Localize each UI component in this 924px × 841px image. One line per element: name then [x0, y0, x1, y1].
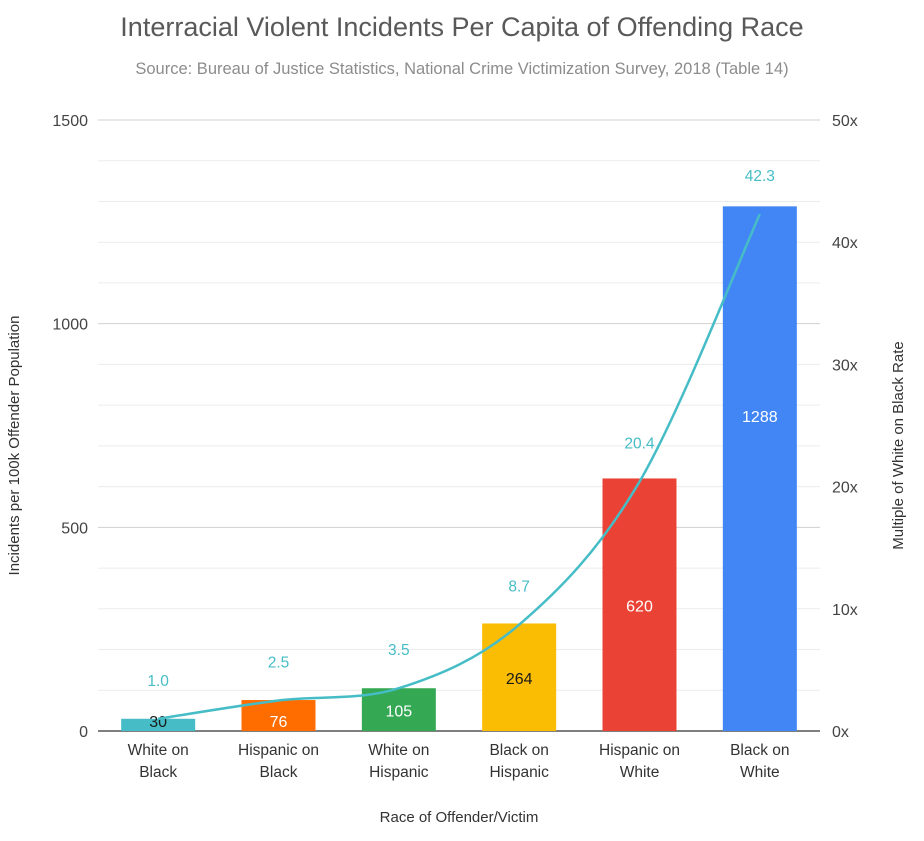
- bar-1: [241, 700, 316, 731]
- x-tick-label: Black: [139, 764, 177, 781]
- x-axis-title: Race of Offender/Victim: [380, 809, 539, 826]
- multiple-data-label: 3.5: [388, 642, 410, 659]
- x-tick-label: Black: [260, 764, 298, 781]
- multiple-data-label: 2.5: [268, 654, 290, 671]
- y-axis-title: Incidents per 100k Offender Population: [6, 316, 23, 576]
- y-right-tick-label: 40x: [832, 235, 858, 252]
- multiple-data-label: 20.4: [624, 436, 655, 453]
- y-tick-label: 500: [61, 520, 88, 537]
- y-right-axis-title: Multiple of White on Black Rate: [890, 341, 907, 549]
- bar-value-label: 620: [626, 599, 653, 616]
- y-right-tick-label: 50x: [832, 113, 858, 130]
- bar-value-label: 264: [506, 671, 533, 688]
- y-right-tick-label: 30x: [832, 357, 858, 374]
- y-right-tick-label: 10x: [832, 602, 858, 619]
- x-tick-label: White: [740, 764, 780, 781]
- y-tick-label: 1500: [52, 113, 88, 130]
- y-tick-label: 0: [79, 724, 88, 741]
- multiple-data-label: 1.0: [147, 673, 169, 690]
- x-tick-label: Hispanic: [369, 764, 429, 781]
- bar-0: [121, 718, 196, 731]
- y-right-tick-label: 0x: [832, 724, 849, 741]
- bar-value-label: 105: [385, 704, 412, 721]
- chart-title: Interracial Violent Incidents Per Capita…: [120, 12, 804, 42]
- x-tick-label: White on: [128, 742, 189, 759]
- x-tick-label: Hispanic: [489, 764, 549, 781]
- bar-5: [722, 206, 797, 731]
- multiple-trend-line: [157, 213, 761, 721]
- x-tick-label: Black on: [489, 742, 548, 759]
- bar-value-label: 1288: [742, 409, 778, 426]
- bar-value-label: 76: [270, 714, 288, 731]
- y-tick-label: 1000: [52, 317, 88, 334]
- y-right-tick-label: 20x: [832, 480, 858, 497]
- bar-3: [482, 623, 557, 731]
- x-tick-label: Hispanic on: [599, 742, 680, 759]
- multiple-data-label: 42.3: [745, 168, 775, 185]
- x-tick-label: Hispanic on: [238, 742, 319, 759]
- chart-subtitle: Source: Bureau of Justice Statistics, Na…: [135, 60, 789, 78]
- multiple-data-label: 8.7: [508, 579, 530, 596]
- x-tick-label: White: [620, 764, 660, 781]
- x-tick-label: White on: [368, 742, 429, 759]
- x-tick-label: Black on: [730, 742, 789, 759]
- bar-2: [361, 688, 436, 731]
